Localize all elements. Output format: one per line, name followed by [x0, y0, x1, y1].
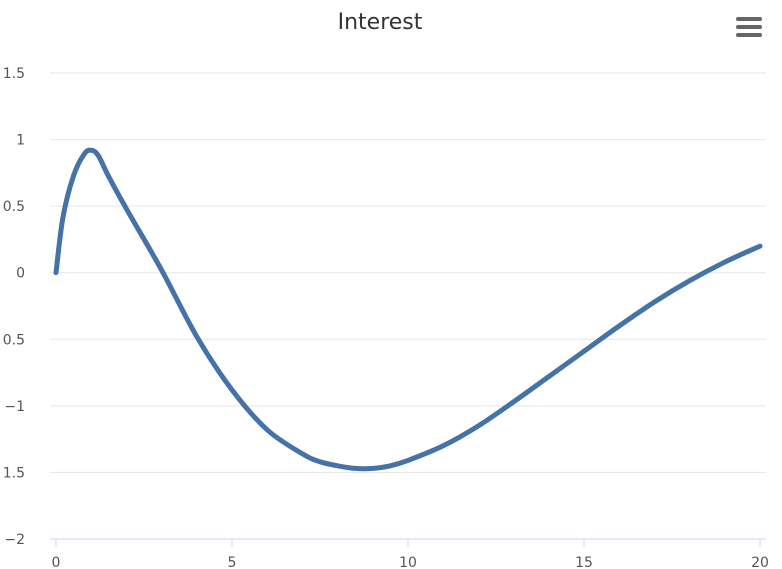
series-group: [53, 147, 763, 472]
hamburger-menu-icon-bar-top: [736, 17, 762, 21]
y-tick-label: 0.5: [3, 332, 25, 348]
x-tick-label: 20: [751, 555, 769, 569]
x-tick-label: 15: [575, 555, 593, 569]
x-axis: [50, 538, 766, 547]
x-tick-label: 5: [228, 555, 237, 569]
y-tick-label: 0: [16, 266, 25, 282]
y-tick-label: 1.5: [3, 465, 25, 481]
y-axis-labels: −2 1.5 −1 0.5 0 0.5 1 1.5: [3, 66, 25, 548]
y-tick-label: −1: [4, 399, 25, 415]
x-axis-labels: 0 5 10 15 20: [52, 555, 769, 569]
y-tick-label: 1.5: [3, 66, 25, 82]
chart-title: Interest: [338, 10, 423, 35]
series-line[interactable]: [53, 147, 763, 472]
chart-menu-button[interactable]: [736, 17, 762, 37]
y-tick-label: 0.5: [3, 199, 25, 215]
y-tick-label: 1: [16, 133, 25, 149]
x-tick-label: 10: [399, 555, 417, 569]
hamburger-menu-icon-bar-middle: [736, 25, 762, 29]
grid-lines: [50, 72, 766, 473]
hamburger-menu-icon-bar-bottom: [736, 33, 762, 37]
x-tick-label: 0: [52, 555, 61, 569]
y-tick-label: −2: [4, 532, 25, 548]
